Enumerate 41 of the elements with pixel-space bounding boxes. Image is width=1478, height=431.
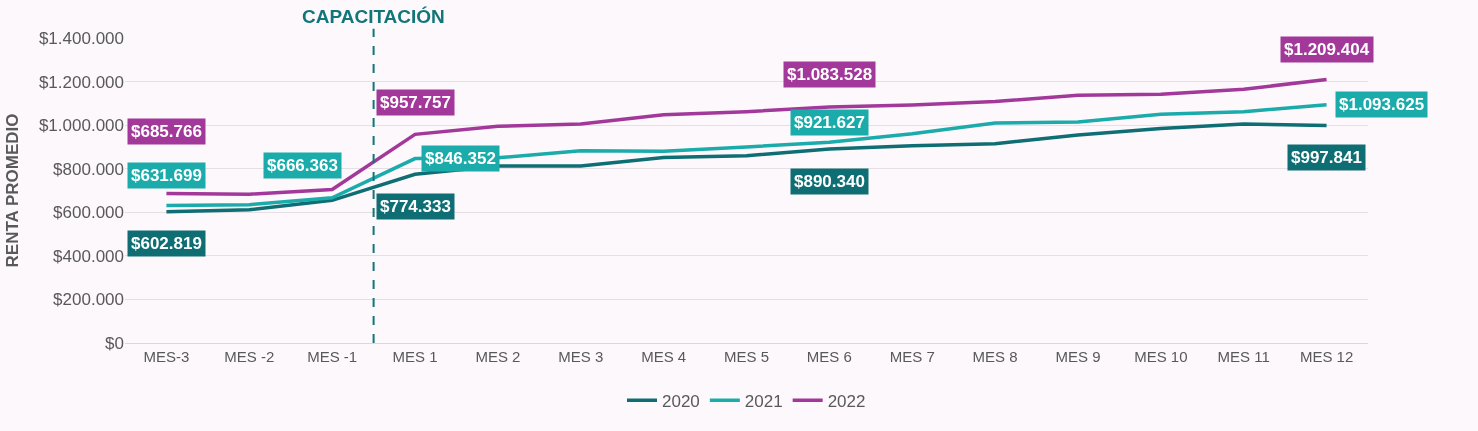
x-tick-label: MES 1 [392,348,438,365]
y-tick-label: $200.000 [53,290,124,310]
data-label: $685.766 [131,122,202,141]
x-tick-label: MES 7 [889,348,935,365]
y-tick-label: $0 [105,333,124,353]
x-tick-label: MES 5 [723,348,770,365]
data-label: $921.627 [794,113,865,132]
data-label: $1.209.404 [1284,40,1370,59]
x-tick-label: MES -1 [307,348,358,365]
legend-label: 2021 [744,391,783,411]
data-label: $1.083.528 [787,65,873,84]
x-tick-label: MES 2 [475,348,521,365]
x-tick-label: MES 6 [806,348,852,365]
data-label: $666.363 [267,156,338,175]
x-tick-label: MES -2 [224,348,275,365]
x-tick-label: MES 11 [1217,348,1270,365]
x-tick-label: MES 10 [1134,348,1188,365]
x-tick-label: MES 4 [641,348,687,365]
y-tick-label: $600.000 [53,203,124,223]
data-label: $602.819 [131,234,202,253]
data-label: $890.340 [794,172,865,191]
y-tick-label: $1.400.000 [38,28,124,48]
data-label: $1.093.625 [1339,95,1425,114]
data-label: $846.352 [425,149,496,168]
ref-line-label: CAPACITACIÓN [302,6,445,27]
data-label: $957.757 [380,93,451,112]
x-tick-label: MES-3 [143,348,190,365]
x-tick-label: MES 8 [972,348,1018,365]
legend-label: 2022 [827,391,866,411]
x-tick-label: MES 9 [1055,348,1101,365]
y-tick-label: $800.000 [53,159,124,179]
y-tick-label: $400.000 [53,246,124,266]
legend-label: 2020 [662,391,700,411]
y-axis-title: RENTA PROMEDIO [3,113,23,268]
y-tick-label: $1.200.000 [38,72,124,92]
data-label: $774.333 [380,197,451,216]
y-tick-label: $1.000.000 [38,116,124,136]
x-tick-label: MES 3 [558,348,604,365]
data-label: $997.841 [1291,148,1362,167]
x-tick-label: MES 12 [1299,348,1354,365]
data-label: $631.699 [131,166,202,185]
